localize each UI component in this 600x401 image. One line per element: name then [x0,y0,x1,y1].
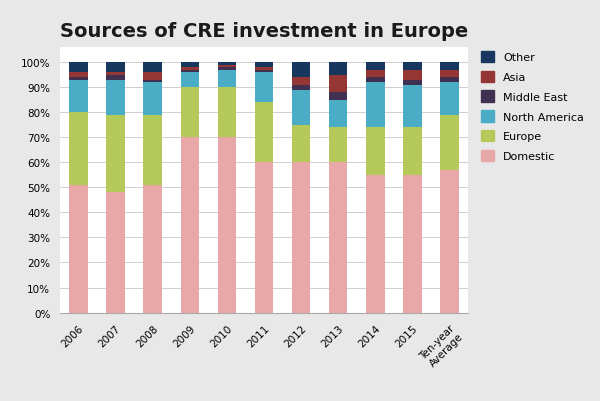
Bar [218,138,236,313]
Bar [106,193,125,313]
Bar [181,138,199,313]
Bar [143,73,162,81]
Bar [69,73,88,78]
Bar [69,113,88,185]
Bar [181,68,199,71]
Bar [403,71,422,81]
Bar [292,163,310,313]
Bar [69,78,88,81]
Bar [218,66,236,68]
Bar [366,71,385,78]
Title: Sources of CRE investment in Europe: Sources of CRE investment in Europe [60,22,468,41]
Bar [255,68,273,71]
Bar [403,63,422,71]
Bar [218,63,236,66]
Bar [106,73,125,75]
Bar [366,63,385,71]
Bar [143,115,162,185]
Bar [366,128,385,176]
Bar [329,63,347,75]
Bar [440,83,459,115]
Bar [69,185,88,313]
Bar [218,68,236,71]
Bar [292,126,310,163]
Bar [69,81,88,113]
Bar [403,81,422,85]
Bar [292,85,310,91]
Bar [106,75,125,81]
Bar [181,63,199,68]
Bar [255,71,273,73]
Bar [329,128,347,163]
Bar [106,63,125,73]
Bar [440,63,459,71]
Bar [106,115,125,193]
Bar [292,91,310,126]
Bar [292,63,310,78]
Bar [106,81,125,115]
Bar [143,63,162,73]
Bar [403,176,422,313]
Bar [403,128,422,176]
Bar [403,85,422,128]
Bar [255,63,273,68]
Bar [366,78,385,83]
Bar [255,163,273,313]
Bar [181,73,199,88]
Bar [440,71,459,78]
Bar [143,185,162,313]
Bar [143,83,162,115]
Bar [181,71,199,73]
Bar [255,73,273,103]
Bar [143,81,162,83]
Bar [218,88,236,138]
Bar [440,78,459,83]
Bar [255,103,273,163]
Bar [329,75,347,93]
Legend: Other, Asia, Middle East, North America, Europe, Domestic: Other, Asia, Middle East, North America,… [478,49,587,165]
Bar [440,115,459,170]
Bar [329,101,347,128]
Bar [292,78,310,85]
Bar [329,163,347,313]
Bar [329,93,347,101]
Bar [181,88,199,138]
Bar [440,170,459,313]
Bar [366,176,385,313]
Bar [218,71,236,88]
Bar [69,63,88,73]
Bar [366,83,385,128]
